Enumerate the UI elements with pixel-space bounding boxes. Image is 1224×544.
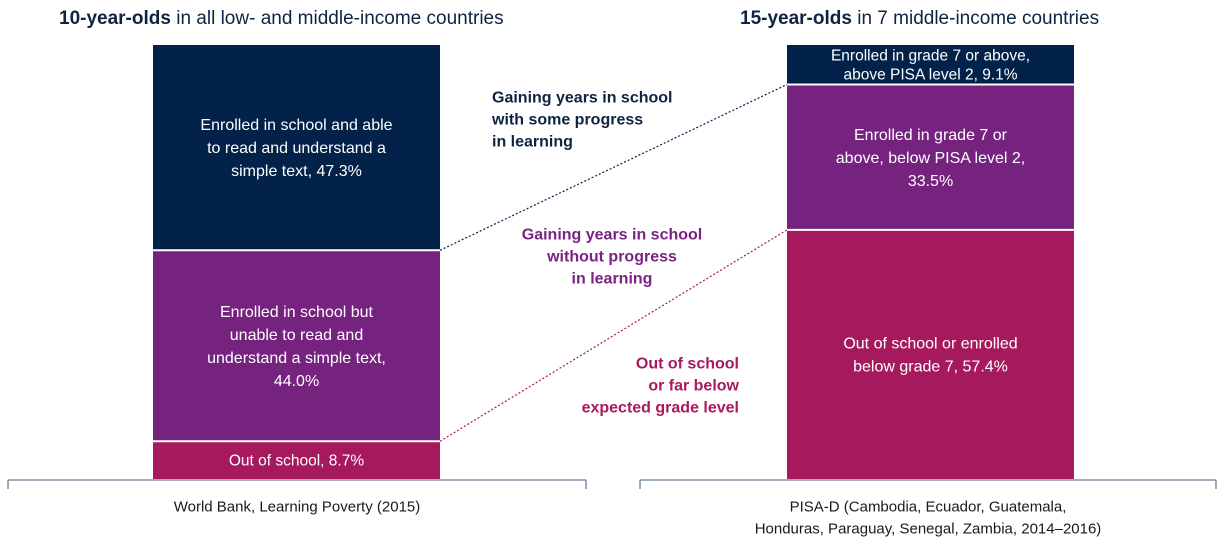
- right-title-rest: in 7 middle-income countries: [851, 8, 1100, 29]
- connector-line-2: [439, 83, 788, 251]
- annotation-1-line: with some progress: [491, 112, 643, 129]
- bar-2-segment-3-label: Enrolled in grade 7 or above, above PISA …: [831, 48, 1030, 84]
- bar-1-segment-3-label-line: simple text, 47.3%: [231, 163, 362, 180]
- annotation-2: Gaining years in school without progress i…: [522, 227, 703, 288]
- bar-1-segment-3-label-line: Enrolled in school and able: [200, 117, 392, 134]
- annotation-2-line: Gaining years in school: [522, 227, 703, 244]
- bar-1-segment-2-label-line: 44.0%: [274, 373, 319, 390]
- bar-2-segment-2-label-line: above, below PISA level 2,: [836, 150, 1025, 167]
- bar-1-segment-3-label-line: to read and understand a: [207, 140, 386, 157]
- annotation-1-line: Gaining years in school: [492, 90, 673, 107]
- bar-1-segment-3-label: Enrolled in school and able to read and u…: [200, 117, 392, 180]
- bar-1-segment-1: [153, 441, 440, 479]
- annotation-3-line: Out of school: [636, 356, 739, 373]
- bar-2-segment-1-label-line: Out of school or enrolled: [843, 336, 1017, 353]
- bar-1-segment-2-label: Enrolled in school but unable to read and…: [207, 304, 386, 390]
- bar-1-segment-2-label-line: understand a simple text,: [207, 350, 386, 367]
- category-label-1: World Bank, Learning Poverty (2015): [174, 498, 421, 515]
- bar-2-segment-2-label: Enrolled in grade 7 or above, below PISA …: [836, 127, 1025, 190]
- bar-1-segment-3: [153, 45, 440, 251]
- category-label-2-line: Honduras, Paraguay, Senegal, Zambia, 201…: [755, 520, 1102, 537]
- right-title-bold: 15-year-olds: [740, 8, 852, 29]
- category-label-2-line: PISA-D (Cambodia, Ecuador, Guatemala,: [790, 498, 1067, 515]
- annotation-1-line: in learning: [492, 134, 573, 151]
- bar-1-segment-1-label-line: Out of school, 8.7%: [229, 453, 364, 470]
- bar-2-segment-2: [787, 84, 1074, 230]
- bar-1-segment-2: [153, 250, 440, 442]
- bar-2-segment-2-label-line: 33.5%: [908, 173, 953, 190]
- bar-2-segment-3-label-line: Enrolled in grade 7 or above,: [831, 48, 1030, 65]
- annotation-3-line: or far below: [648, 378, 739, 395]
- bar-2-segment-3-label-line: above PISA level 2, 9.1%: [843, 67, 1017, 84]
- annotation-3-line: expected grade level: [582, 400, 739, 417]
- left-title-bold: 10-year-olds: [59, 8, 171, 29]
- bar-1-segment-1-label: Out of school, 8.7%: [229, 453, 364, 470]
- annotation-2-line: without progress: [546, 249, 677, 266]
- bar-2-segment-2-label-line: Enrolled in grade 7 or: [854, 127, 1008, 144]
- annotation-1: Gaining years in school with some progres…: [491, 90, 673, 151]
- annotation-2-line: in learning: [572, 271, 653, 288]
- bar-2-segment-3: [787, 45, 1074, 85]
- bar-2-segment-1-label: Out of school or enrolled below grade 7, …: [843, 336, 1017, 376]
- left-panel-title: 10-year-olds in all low- and middle-inco…: [59, 8, 504, 30]
- bar-2-segment-1: [787, 229, 1074, 479]
- bar-1-segment-2-label-line: unable to read and: [230, 327, 363, 344]
- bar-1-segment-2-label-line: Enrolled in school but: [220, 304, 374, 321]
- annotation-3: Out of school or far below expected grade …: [582, 356, 740, 417]
- category-label-2: PISA-D (Cambodia, Ecuador, Guatemala, Hon…: [755, 498, 1102, 537]
- right-panel-title: 15-year-olds in 7 middle-income countrie…: [740, 8, 1099, 30]
- bar-2-segment-1-label-line: below grade 7, 57.4%: [853, 359, 1008, 376]
- category-label-1-line: World Bank, Learning Poverty (2015): [174, 498, 421, 515]
- left-title-rest: in all low- and middle-income countries: [170, 8, 504, 29]
